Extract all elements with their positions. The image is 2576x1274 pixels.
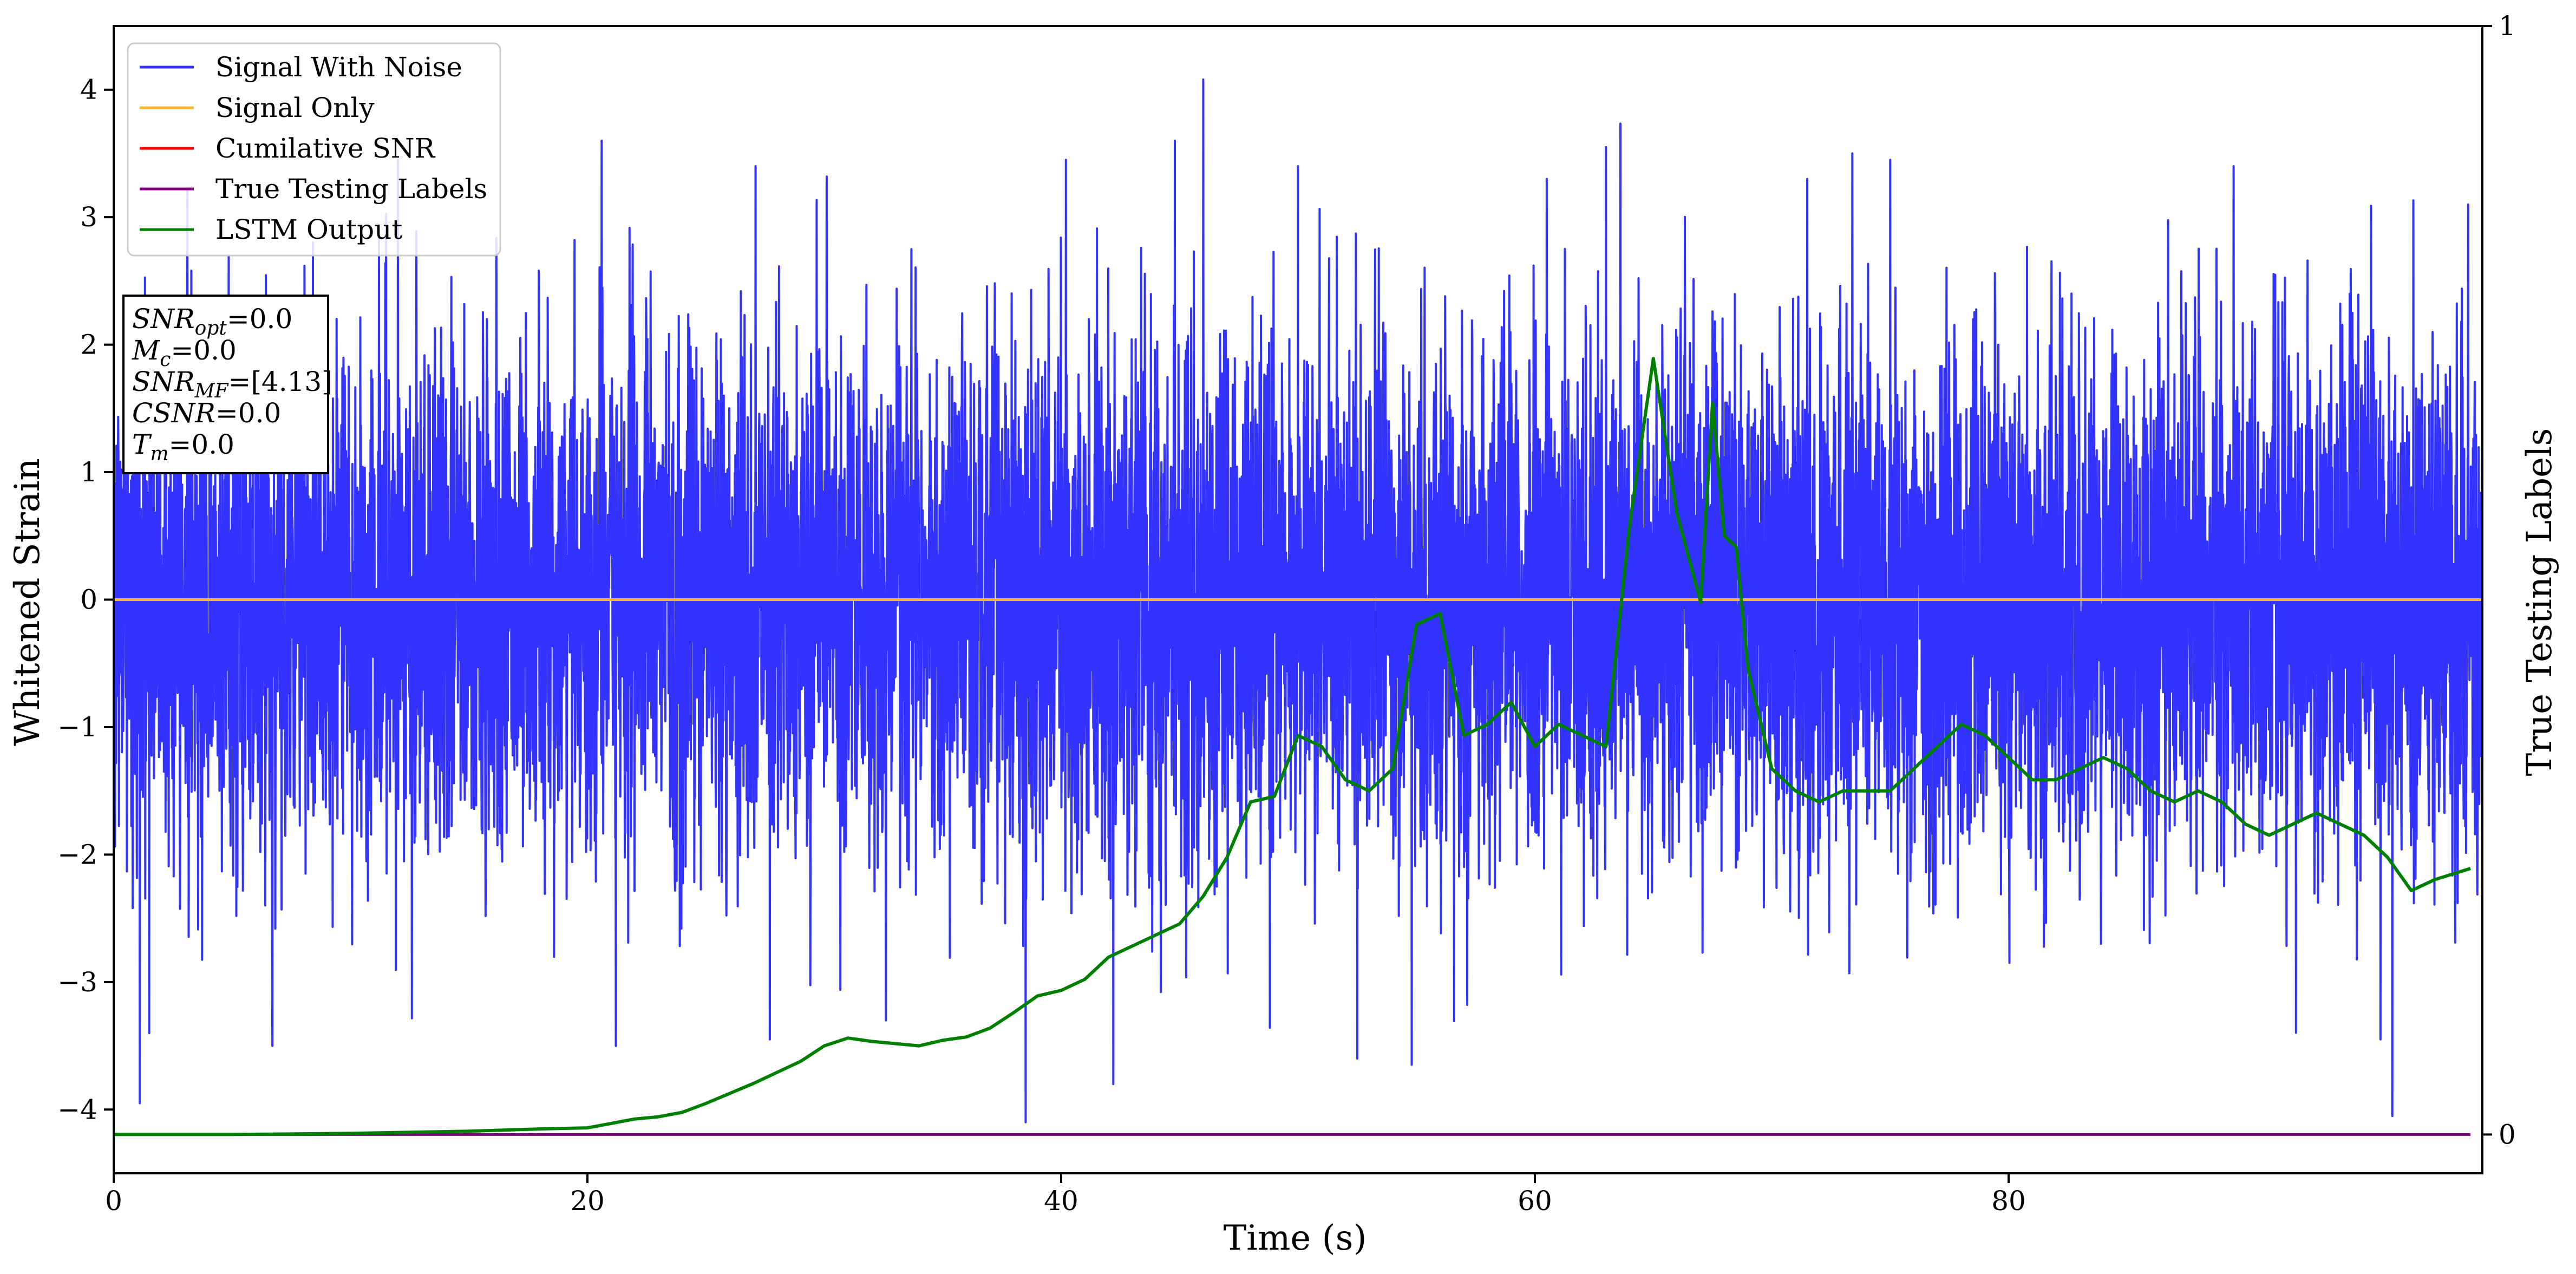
annotation-value: =0.0 bbox=[169, 429, 234, 460]
series-lstm-output bbox=[114, 357, 2471, 1136]
y-axis-title: Whitened Strain bbox=[8, 458, 48, 746]
annotation-subscript: c bbox=[160, 349, 171, 371]
x-tick-label: 0 bbox=[105, 1185, 122, 1217]
annotation-symbol: T bbox=[132, 429, 152, 460]
y-tick-label: 4 bbox=[80, 74, 97, 106]
annotation-value: =0.0 bbox=[227, 303, 292, 335]
legend-entry-label: LSTM Output bbox=[215, 214, 402, 245]
right-y-tick-label: 1 bbox=[2499, 10, 2516, 42]
legend-entry-label: Signal Only bbox=[215, 92, 375, 123]
annotation-subscript: m bbox=[150, 443, 168, 465]
y-tick-label: 1 bbox=[80, 456, 97, 488]
annotation-subscript: MF bbox=[194, 380, 230, 402]
y-tick-label: −4 bbox=[57, 1094, 97, 1125]
annotation-line: Tm=0.0 bbox=[132, 429, 234, 465]
y-tick-label: −3 bbox=[57, 966, 97, 998]
x-tick-label: 20 bbox=[570, 1185, 605, 1217]
y-tick-label: 2 bbox=[80, 329, 97, 361]
legend: Signal With Noise Signal Only Cumilative S… bbox=[127, 42, 501, 257]
annotation-value: =0.0 bbox=[215, 397, 281, 429]
plot-area bbox=[114, 78, 2482, 1136]
legend-entry-label: Signal With Noise bbox=[215, 51, 462, 83]
annotation-line: Mc=0.0 bbox=[132, 335, 237, 371]
annotation-value: =0.0 bbox=[171, 335, 236, 366]
y-tick-label: 0 bbox=[80, 584, 97, 616]
annotation-value: =[4.13] bbox=[228, 366, 332, 397]
annotation-symbol: CSNR bbox=[132, 397, 215, 429]
legend-entry-label: True Testing Labels bbox=[215, 173, 487, 205]
annotation-symbol: M bbox=[132, 335, 161, 366]
annotation-line: SNRMF=[4.13] bbox=[132, 366, 332, 402]
x-tick-label: 60 bbox=[1518, 1185, 1552, 1217]
annotation-line: CSNR=0.0 bbox=[132, 397, 281, 429]
annotation-box: SNRopt=0.0Mc=0.0SNRMF=[4.13]CSNR=0.0Tm=0… bbox=[122, 295, 332, 474]
y-tick-label: −1 bbox=[57, 711, 97, 743]
x-tick-label: 40 bbox=[1044, 1185, 1078, 1217]
right-y-axis-title: True Testing Labels bbox=[2520, 428, 2560, 776]
x-axis-title: Time (s) bbox=[1224, 1218, 1367, 1258]
annotation-symbol: SNR bbox=[132, 366, 195, 397]
annotation-frame bbox=[122, 295, 329, 474]
annotation-line: SNRopt=0.0 bbox=[132, 303, 292, 339]
legend-frame bbox=[127, 42, 501, 257]
annotation-symbol: SNR bbox=[132, 303, 195, 335]
series-signal-with-noise bbox=[114, 78, 2482, 1123]
right-y-tick-label: 0 bbox=[2499, 1119, 2516, 1150]
x-tick-label: 80 bbox=[1991, 1185, 2026, 1217]
y-tick-label: 3 bbox=[80, 201, 97, 233]
y-tick-label: −2 bbox=[57, 839, 97, 870]
annotation-subscript: opt bbox=[195, 317, 227, 339]
legend-entry-label: Cumilative SNR bbox=[215, 133, 435, 164]
